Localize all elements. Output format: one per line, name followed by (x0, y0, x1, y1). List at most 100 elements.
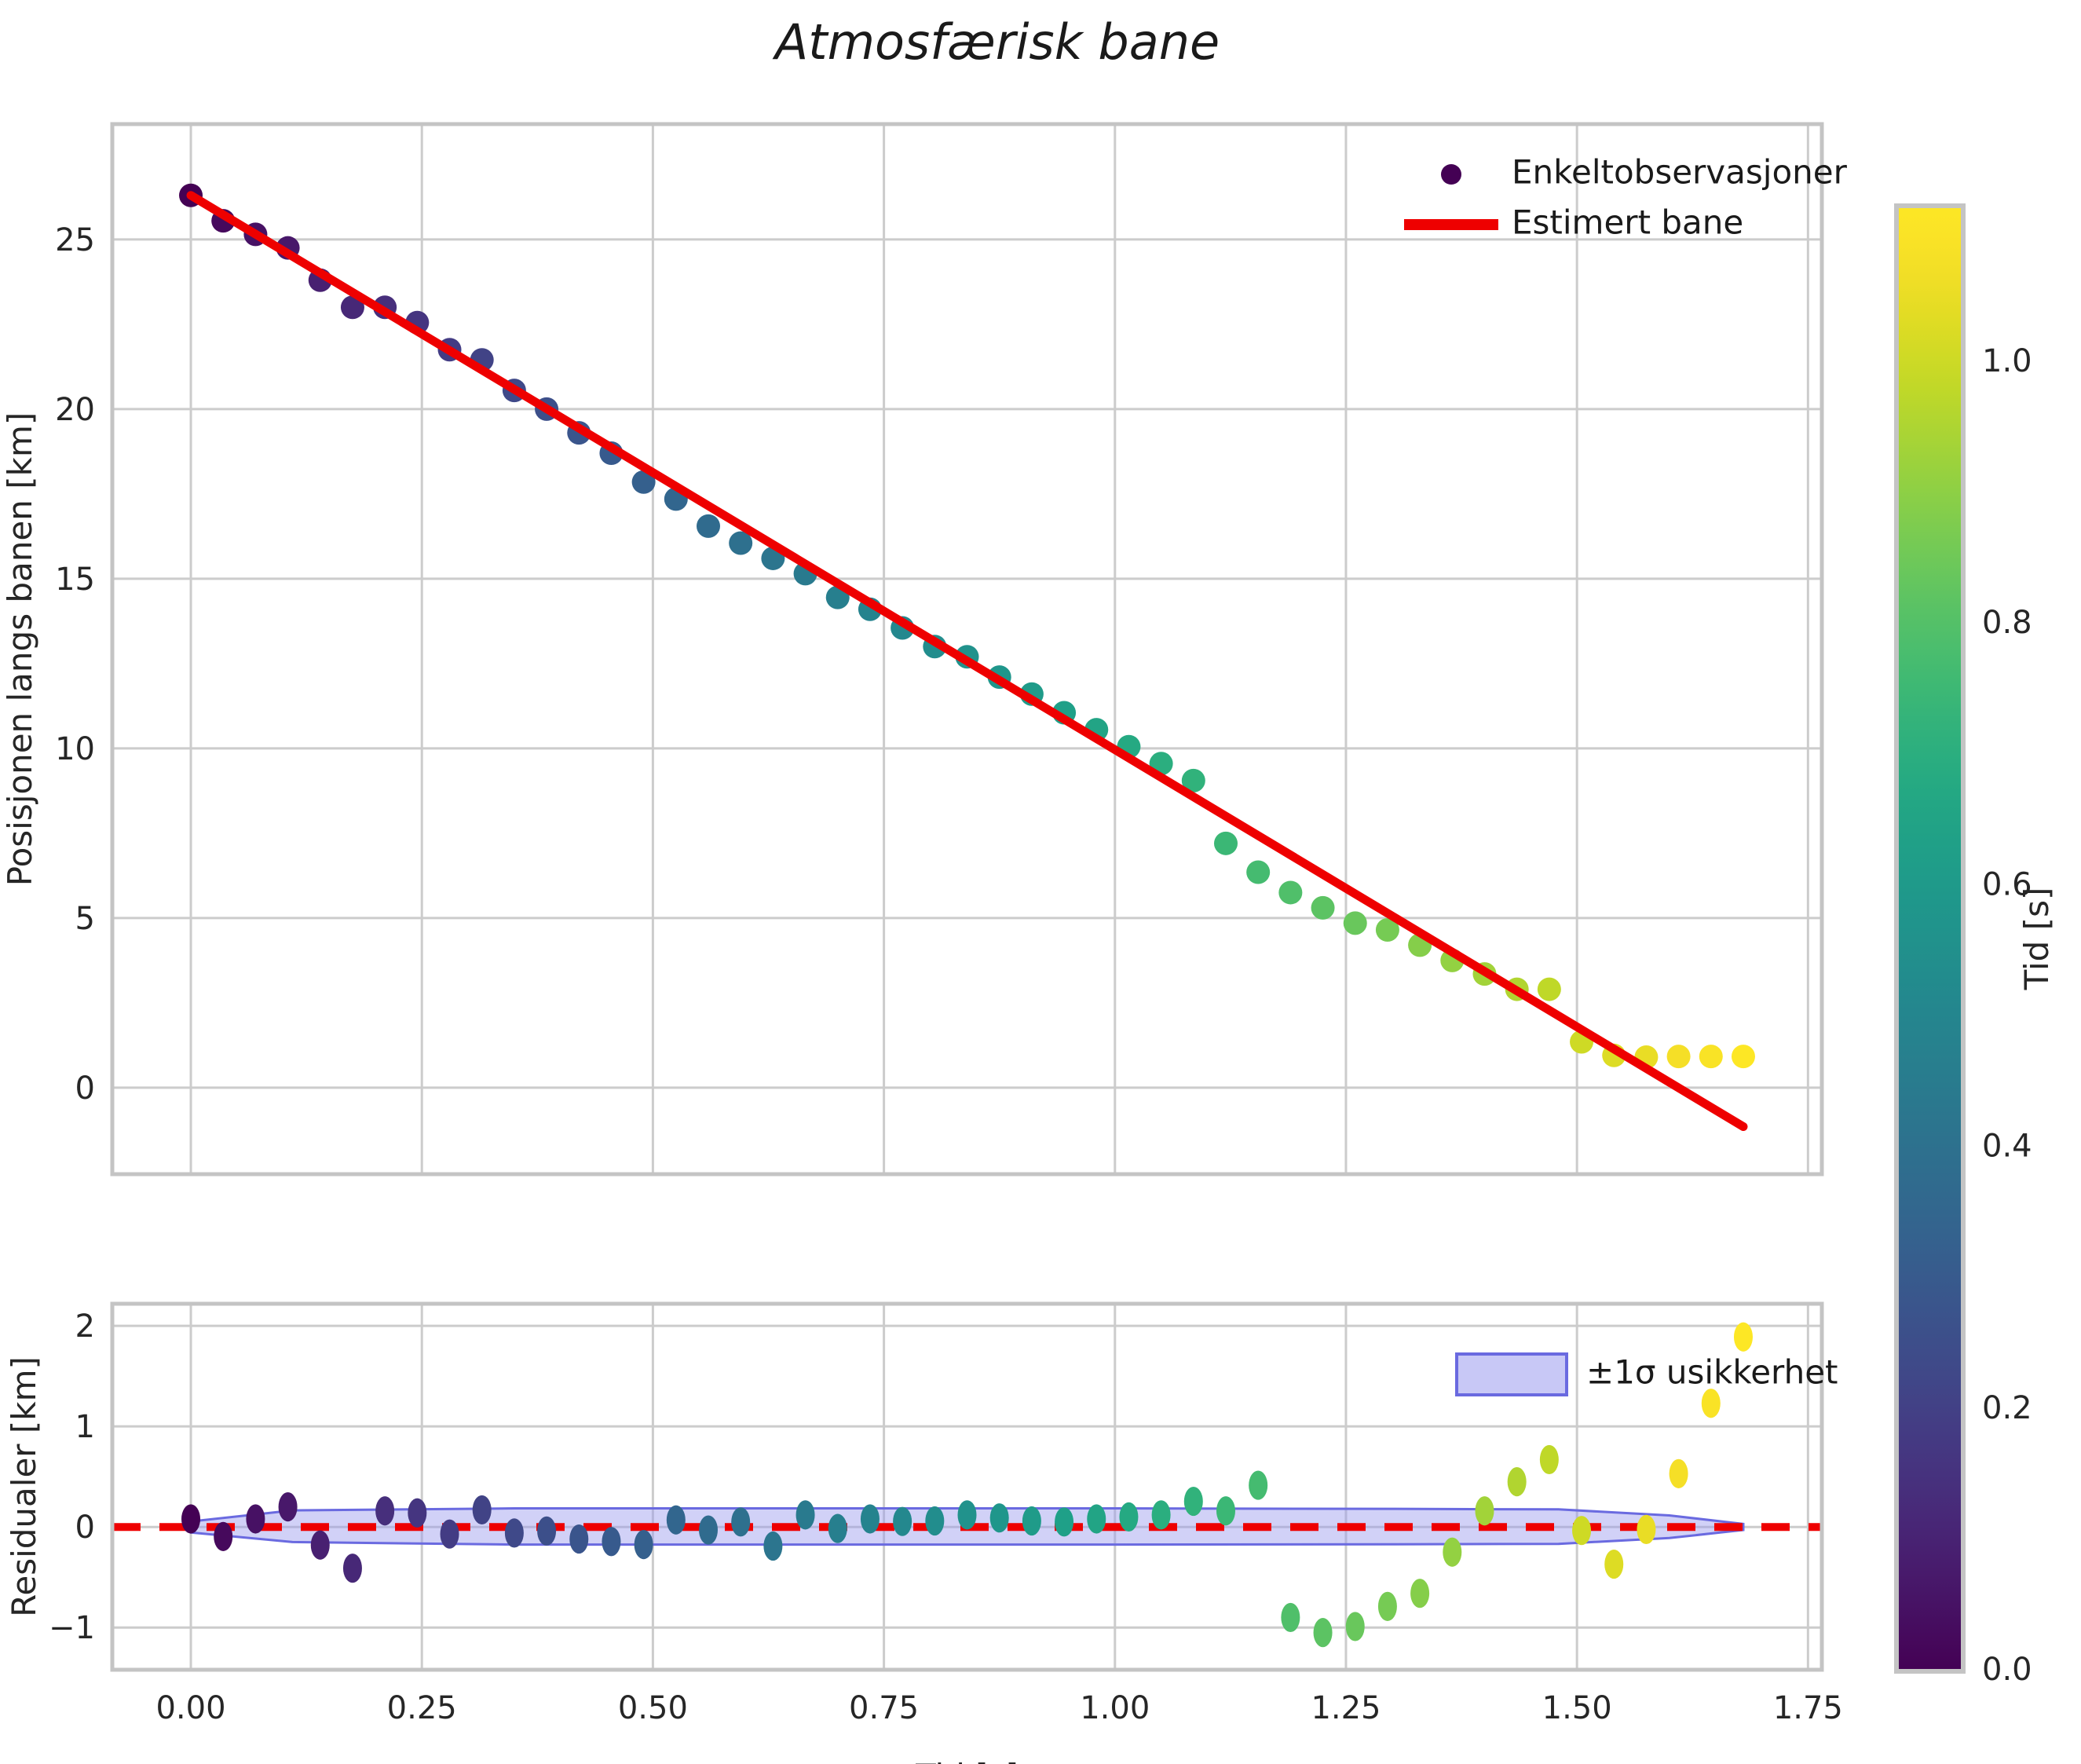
x-tick-label: 0.50 (618, 1690, 688, 1726)
tick-labels: 0 5 10 15 20 25 (55, 222, 95, 1107)
colorbar-ticks: 0.0 0.2 0.4 0.6 0.8 1.0 (1982, 343, 2032, 1688)
data-point (957, 1500, 977, 1530)
data-point (795, 1500, 815, 1530)
data-point (666, 1505, 686, 1535)
data-point (1507, 1466, 1527, 1497)
colorbar-tick-label: 0.0 (1982, 1652, 2032, 1688)
data-point (214, 1521, 233, 1551)
colorbar-tick-label: 0.8 (1982, 605, 2032, 641)
colorbar-tick-label: 1.0 (1982, 343, 2032, 379)
data-point (1216, 1496, 1235, 1526)
data-point (1181, 768, 1205, 792)
colorbar-tick-label: 0.6 (1982, 866, 2032, 902)
y-tick-label: 0 (75, 1510, 95, 1546)
data-point (699, 1515, 719, 1545)
data-point (893, 1506, 912, 1536)
y-tick-label: 5 (75, 901, 95, 937)
legend-marker-point (1441, 164, 1461, 185)
data-point (1637, 1514, 1656, 1545)
data-point (925, 1506, 945, 1536)
data-point (1375, 917, 1399, 942)
data-point (246, 1504, 265, 1534)
x-tick-label: 1.25 (1311, 1690, 1381, 1726)
data-point (634, 1530, 653, 1560)
data-point (1313, 1618, 1333, 1648)
x-tick-label: 0.00 (155, 1690, 225, 1726)
data-point (1701, 1389, 1721, 1418)
data-point (472, 1495, 492, 1525)
y-axis-label: Posisjonen langs banen [km] (1, 412, 39, 887)
gridlines (112, 124, 1822, 1174)
data-point (569, 1524, 589, 1554)
data-point (440, 1519, 459, 1549)
data-point (763, 1531, 783, 1561)
y-tick-label: 15 (55, 562, 95, 598)
trajectory-panel: 0 5 10 15 20 25 Posisjonen langs banen [km] Enk… (1, 122, 1848, 1177)
data-point (731, 1507, 751, 1537)
data-point (1213, 831, 1238, 855)
data-point (1119, 1502, 1139, 1532)
data-point (1151, 1500, 1171, 1530)
x-tick-label: 0.75 (849, 1690, 919, 1726)
data-point (1246, 860, 1271, 884)
y-tick-label: 25 (55, 222, 95, 258)
data-point (1183, 1486, 1203, 1517)
legend-label: Enkeltobservasjoner (1512, 153, 1848, 192)
y-axis-label: Residualer [km] (5, 1356, 43, 1617)
data-point (1733, 1322, 1753, 1352)
colorbar-tick-label: 0.2 (1982, 1390, 2032, 1426)
scatter-points (181, 1322, 1753, 1648)
x-tick-label: 0.25 (387, 1690, 457, 1726)
data-point (1249, 1470, 1268, 1500)
data-point (1281, 1602, 1300, 1633)
data-point (1669, 1458, 1688, 1488)
data-point (537, 1516, 557, 1546)
legend: Enkeltobservasjoner Estimert bane (1404, 153, 1848, 242)
tick-labels: −1 0 1 2 0.00 0.25 0.50 0.75 1.00 1.25 1.50 1.75 (49, 1308, 1843, 1726)
residuals-panel: −1 0 1 2 0.00 0.25 0.50 0.75 1.00 1.25 1.50 1.75 Res… (5, 1301, 1843, 1764)
data-point (1410, 1579, 1430, 1608)
y-tick-label: 1 (75, 1409, 95, 1445)
data-point (310, 1530, 330, 1560)
legend: ±1σ usikkerhet (1455, 1352, 1838, 1396)
y-tick-label: 10 (55, 731, 95, 767)
y-tick-label: 2 (75, 1308, 95, 1345)
data-point (408, 1498, 427, 1528)
data-point (504, 1518, 524, 1548)
data-point (1699, 1045, 1723, 1069)
data-point (181, 1504, 201, 1534)
x-tick-label: 1.75 (1773, 1690, 1843, 1726)
data-point (375, 1496, 395, 1526)
legend-marker-patch (1455, 1352, 1568, 1396)
data-point (1666, 1045, 1691, 1069)
data-point (989, 1503, 1009, 1533)
data-point (631, 470, 656, 494)
colorbar-label: Tid [s] (2017, 887, 2056, 991)
data-point (1087, 1504, 1106, 1534)
data-point (1539, 1444, 1559, 1475)
data-point (278, 1492, 298, 1522)
data-point (697, 514, 721, 538)
data-point (340, 295, 364, 320)
data-point (860, 1504, 880, 1534)
data-point (729, 531, 753, 555)
data-point (1345, 1612, 1365, 1641)
data-point (1443, 1537, 1462, 1567)
data-point (1604, 1549, 1624, 1579)
data-point (342, 1554, 362, 1583)
data-point (1377, 1591, 1397, 1621)
data-point (1055, 1507, 1074, 1537)
data-point (1475, 1496, 1494, 1526)
data-point (1311, 895, 1335, 920)
y-tick-label: −1 (49, 1610, 95, 1646)
axes-frame (110, 122, 1824, 1177)
data-point (602, 1527, 621, 1557)
colorbar: 0.0 0.2 0.4 0.6 0.8 1.0 Tid [s] (1894, 203, 2056, 1688)
x-tick-label: 1.50 (1542, 1690, 1612, 1726)
estimated-trajectory-line (186, 191, 1748, 1132)
axes-frame (110, 1301, 1824, 1672)
data-point (1731, 1045, 1755, 1069)
chart-title: Atmosfærisk bane (772, 13, 1220, 71)
